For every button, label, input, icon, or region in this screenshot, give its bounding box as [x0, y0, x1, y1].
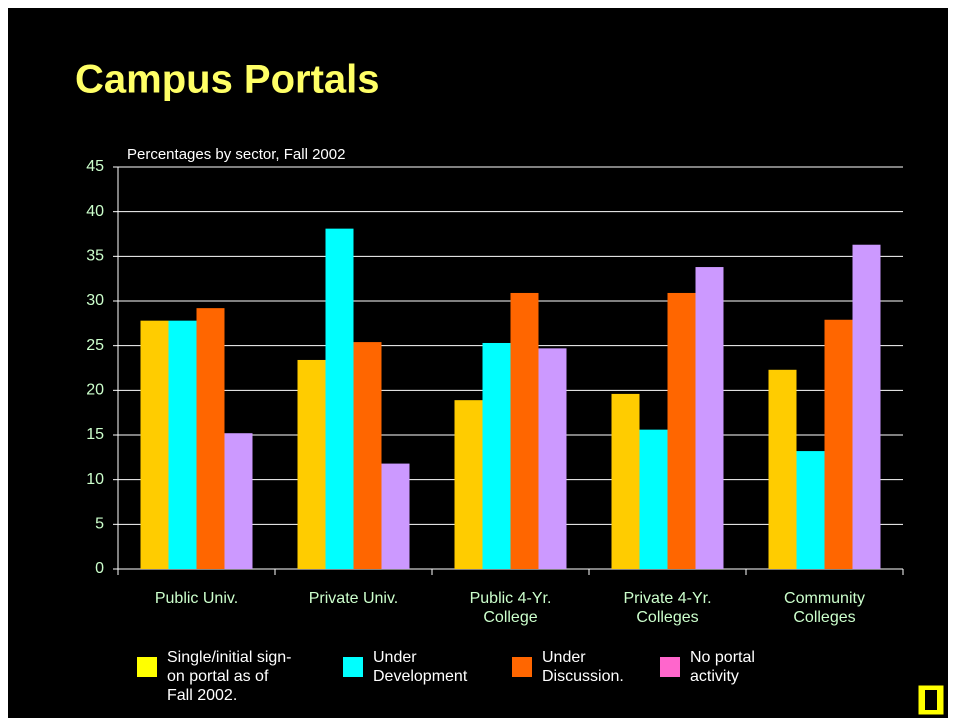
bar: [796, 451, 825, 569]
y-tick-label: 15: [86, 426, 104, 443]
y-tick-label: 30: [86, 292, 104, 309]
y-tick-label: 35: [86, 248, 104, 265]
x-tick-label: Community Colleges: [784, 590, 865, 626]
legend-label: Single/initial sign-on portal as of Fall…: [167, 649, 292, 704]
legend-label: Under Discussion.: [542, 649, 624, 685]
x-tick-label: Public 4-Yr. College: [469, 590, 552, 626]
y-tick-label: 0: [95, 560, 104, 577]
bar: [140, 320, 169, 569]
bar: [325, 228, 354, 569]
bar: [510, 292, 539, 569]
bar: [852, 244, 881, 569]
logo-icon-inner: [925, 690, 937, 710]
x-tick-label: Private Univ.: [308, 590, 399, 607]
legend-swatch: [343, 657, 363, 677]
bar: [639, 429, 668, 569]
bar: [695, 267, 724, 569]
legend-swatch: [660, 657, 680, 677]
y-tick-label: 45: [86, 158, 104, 175]
bar: [196, 308, 225, 569]
bar: [297, 359, 326, 569]
bar: [454, 400, 483, 569]
y-tick-label: 20: [86, 382, 104, 399]
bar: [353, 342, 382, 569]
bar: [168, 320, 197, 569]
bar: [768, 369, 797, 569]
legend-label: No portal activity: [690, 649, 755, 685]
legend-label: Under Development: [373, 649, 468, 685]
bar: [611, 393, 640, 569]
y-tick-label: 40: [86, 203, 104, 220]
legend-swatch: [137, 657, 157, 677]
y-tick-label: 5: [95, 516, 104, 533]
chart-title: Campus Portals: [75, 58, 380, 102]
bar: [667, 292, 696, 569]
legend-swatch: [512, 657, 532, 677]
x-tick-label: Public Univ.: [154, 590, 239, 607]
bar: [824, 319, 853, 569]
bar: [538, 348, 567, 569]
subtitle: Percentages by sector, Fall 2002: [127, 146, 345, 163]
x-tick-label: Private 4-Yr. Colleges: [623, 590, 712, 626]
bar: [381, 463, 410, 569]
y-tick-label: 25: [86, 337, 104, 354]
bar: [482, 342, 511, 569]
y-tick-label: 10: [86, 471, 104, 488]
bar: [224, 433, 253, 569]
